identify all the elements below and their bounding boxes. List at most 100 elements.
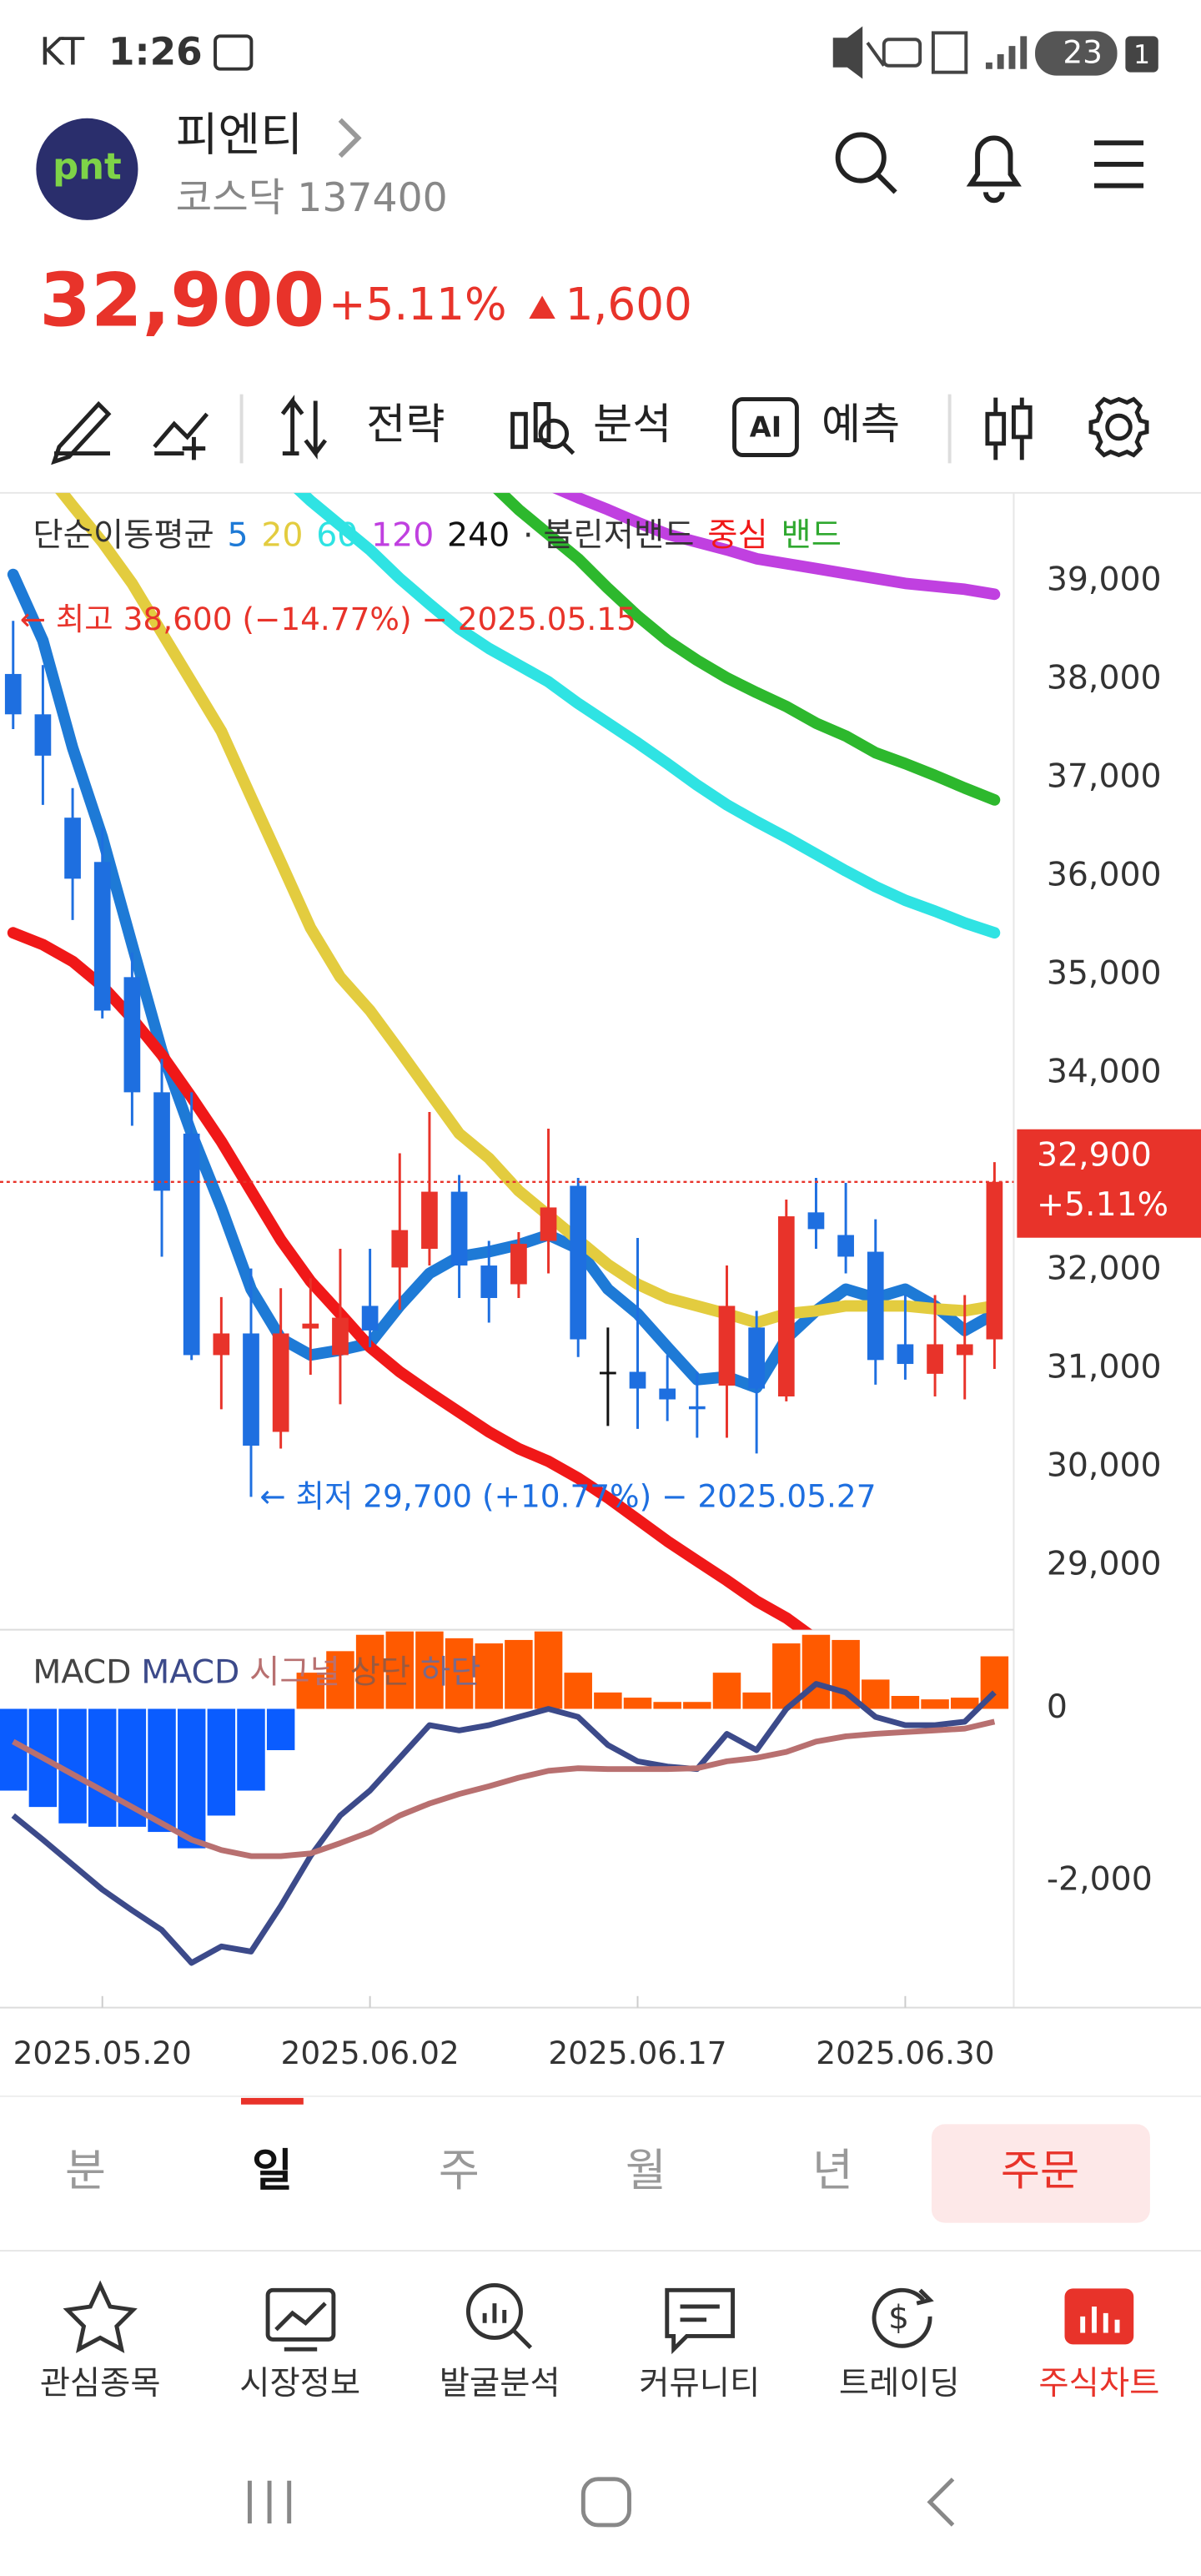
annotation: ← 최저 29,700 (+10.77%) − 2025.05.27 xyxy=(259,1478,876,1515)
system-home[interactable] xyxy=(580,2477,631,2528)
status-hd xyxy=(882,38,922,68)
macd-bar xyxy=(237,1708,265,1791)
stock-name[interactable]: 피엔티 xyxy=(176,109,303,163)
bell-icon[interactable] xyxy=(966,135,1022,204)
candle-body xyxy=(897,1344,914,1365)
order-button-label[interactable]: 주문 xyxy=(1001,2146,1079,2196)
y-tick-label: 34,000 xyxy=(1047,1052,1162,1090)
nav-icon[interactable]: $ xyxy=(872,2287,934,2348)
settings-icon[interactable] xyxy=(1088,396,1149,458)
y-tick-label: 30,000 xyxy=(1047,1446,1162,1484)
nav-icon[interactable] xyxy=(1064,2288,1134,2345)
nav-icon[interactable] xyxy=(665,2287,736,2355)
candle-body xyxy=(361,1306,379,1331)
macd-bar xyxy=(88,1708,117,1827)
status-5g xyxy=(931,31,968,74)
macd-plot xyxy=(0,1631,1009,1966)
toolbar-label[interactable]: 예측 xyxy=(822,400,900,450)
stock-market: 코스닥 137400 xyxy=(176,175,448,221)
macd-bar xyxy=(296,1673,325,1709)
period-tab[interactable]: 년 xyxy=(812,2145,853,2196)
candle-body xyxy=(243,1333,259,1446)
order-button[interactable] xyxy=(931,2124,1150,2223)
y-tick-label: 38,000 xyxy=(1047,659,1162,697)
line-tool[interactable] xyxy=(153,412,209,460)
nav-label[interactable]: 시장정보 xyxy=(239,2364,360,2402)
system-back[interactable] xyxy=(927,2478,955,2527)
up-triangle xyxy=(529,295,555,319)
period-tab[interactable]: 주 xyxy=(439,2145,480,2196)
candle-body xyxy=(64,818,81,879)
macd-bar xyxy=(355,1634,384,1709)
macd-bar xyxy=(653,1702,681,1709)
analysis-icon[interactable] xyxy=(510,402,575,455)
legend-item: 밴드 xyxy=(781,516,841,554)
annotation: ← 최고 38,600 (−14.77%) − 2025.05.15 xyxy=(20,601,636,637)
period-tab[interactable]: 일 xyxy=(252,2145,293,2196)
last-price-label: 32,900 xyxy=(1037,1136,1152,1175)
x-tick-label: 2025.05.20 xyxy=(13,2035,192,2071)
macd-bar xyxy=(385,1631,415,1709)
bottom-nav: 관심종목 시장정보 발굴분석 커뮤니티 트레이딩 주식차트 xyxy=(40,2364,1160,2402)
ma-line xyxy=(7,927,812,1630)
ma-line xyxy=(552,492,1001,601)
status-battery-level: 23 xyxy=(1063,33,1103,70)
nav-label[interactable]: 발굴분석 xyxy=(440,2364,560,2402)
candle-body xyxy=(956,1344,973,1356)
macd-bar xyxy=(475,1643,503,1709)
ai-icon-text[interactable]: AI xyxy=(750,411,781,444)
candle-body xyxy=(213,1333,230,1356)
candle-body xyxy=(34,714,52,756)
nav-label[interactable]: 트레이딩 xyxy=(839,2364,960,2402)
nav-label[interactable]: 관심종목 xyxy=(40,2364,161,2402)
candle-body xyxy=(391,1230,409,1268)
ma-line xyxy=(293,492,1001,939)
chevron[interactable] xyxy=(338,118,362,158)
candle-body xyxy=(272,1333,289,1432)
candle-body xyxy=(153,1092,170,1191)
y-tick-label: 35,000 xyxy=(1047,953,1162,992)
search-icon[interactable] xyxy=(835,132,897,194)
period-tab[interactable]: 월 xyxy=(626,2145,666,2196)
candle-body xyxy=(450,1191,468,1266)
candle-body xyxy=(4,673,22,715)
nav-icon[interactable] xyxy=(63,2280,138,2353)
toolbar-label[interactable]: 분석 xyxy=(593,400,671,450)
price: 32,900 xyxy=(39,258,324,344)
last-price-badge xyxy=(1017,1129,1201,1238)
draw-tool[interactable] xyxy=(51,400,112,465)
y-tick-label: 32,000 xyxy=(1047,1249,1162,1287)
nav-label[interactable]: 주식차트 xyxy=(1038,2364,1159,2402)
nav-icon[interactable] xyxy=(265,2287,336,2352)
price-plot xyxy=(4,492,1003,1630)
x-tick-label: 2025.06.02 xyxy=(281,2035,460,2071)
last-price-change: +5.11% xyxy=(1037,1185,1168,1224)
legend-item: 120 xyxy=(371,516,434,554)
macd-bar xyxy=(207,1708,236,1816)
menu-icon[interactable] xyxy=(1093,140,1144,189)
candle-body xyxy=(540,1207,557,1241)
macd-line xyxy=(12,1718,996,1859)
candle-body xyxy=(332,1317,349,1356)
candle-body xyxy=(600,1371,616,1375)
legend-item: 240 xyxy=(447,516,510,554)
nav-label[interactable]: 커뮤니티 xyxy=(639,2364,760,2402)
system-recent[interactable] xyxy=(247,2480,292,2523)
macd-bar xyxy=(326,1651,354,1709)
ma-line xyxy=(7,568,1001,1394)
period-tab[interactable]: 분 xyxy=(65,2145,106,2196)
macd-bar xyxy=(623,1698,652,1709)
legend-item: 볼린저밴드 xyxy=(543,516,694,554)
ai-icon[interactable] xyxy=(732,397,799,457)
candle-body xyxy=(93,862,111,1011)
strategy-icon[interactable] xyxy=(280,395,328,460)
y-tick-label: 36,000 xyxy=(1047,855,1162,893)
status-signal xyxy=(985,36,1028,69)
legend-item: 중심 xyxy=(707,516,767,554)
nav-icon[interactable] xyxy=(465,2282,533,2349)
candle-tool[interactable] xyxy=(985,397,1033,460)
toolbar-label[interactable]: 전략 xyxy=(366,400,445,450)
candle-body xyxy=(777,1216,795,1396)
